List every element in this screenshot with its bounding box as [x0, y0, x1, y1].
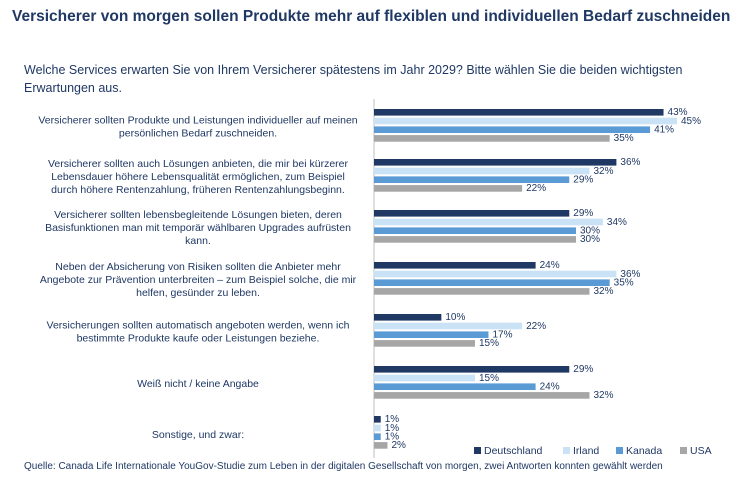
data-label: 1% [385, 414, 400, 425]
legend-swatch-irland [563, 447, 570, 454]
data-label: 32% [593, 166, 613, 177]
data-label: 35% [614, 278, 634, 289]
chart-subtitle: Welche Services erwarten Sie von Ihrem V… [24, 63, 683, 95]
data-label: 2% [391, 440, 406, 451]
bar-irland [374, 424, 381, 432]
category-label: Versicherer sollten auch Lösungen anbiet… [48, 158, 349, 196]
category-label: Neben der Absicherung von Risiken sollte… [40, 261, 357, 299]
bar-irland [374, 218, 603, 226]
bar-usa [374, 185, 523, 192]
data-label: 43% [668, 107, 688, 118]
bar-kanada [374, 176, 570, 183]
bar-kanada [374, 331, 489, 338]
bar-irland [374, 374, 475, 382]
bar-irland [374, 167, 590, 175]
legend-label-irland: Irland [573, 445, 599, 457]
category-label: Sonstige, und zwar: [152, 429, 244, 441]
chart-title: Versicherer von morgen sollen Produkte m… [12, 8, 731, 25]
bar-kanada [374, 126, 651, 133]
data-label: 24% [540, 382, 560, 393]
legend-label-deutschland: Deutschland [484, 445, 543, 457]
data-label: 29% [573, 175, 593, 186]
bar-usa [374, 340, 475, 347]
data-label: 29% [573, 208, 593, 219]
data-label: 36% [620, 157, 640, 168]
bar-irland [374, 270, 617, 278]
data-label: 30% [580, 226, 600, 237]
bar-deutschland [374, 210, 570, 217]
bar-usa [374, 392, 590, 399]
bar-irland [374, 322, 523, 330]
bar-usa [374, 442, 388, 449]
category-label: Versicherer sollten Produkte und Leistun… [38, 115, 357, 140]
legend-swatch-deutschland [474, 447, 481, 454]
data-label: 34% [607, 217, 627, 228]
legend-label-usa: USA [690, 445, 712, 457]
data-label: 22% [526, 321, 546, 332]
data-label: 32% [593, 390, 613, 401]
bar-usa [374, 288, 590, 295]
data-label: 24% [540, 260, 560, 271]
bar-deutschland [374, 262, 536, 269]
legend: Deutschland Irland Kanada USA [474, 445, 712, 457]
legend-swatch-kanada [616, 447, 623, 454]
data-label: 45% [681, 116, 701, 127]
data-label: 29% [573, 364, 593, 375]
data-label: 35% [614, 133, 634, 144]
bar-deutschland [374, 366, 570, 373]
legend-swatch-usa [680, 447, 687, 454]
bar-kanada [374, 279, 610, 286]
data-label: 36% [620, 269, 640, 280]
bar-usa [374, 236, 576, 243]
data-label: 1% [385, 432, 400, 443]
category-labels: Versicherer sollten Produkte und Leistun… [38, 115, 357, 442]
bar-deutschland [374, 109, 664, 116]
bar-deutschland [374, 314, 442, 321]
data-label: 17% [492, 330, 512, 341]
source-footnote: Quelle: Canada Life Internationale YouGo… [24, 461, 663, 472]
data-label: 41% [654, 125, 674, 136]
data-label: 22% [526, 183, 546, 194]
data-label: 10% [445, 312, 465, 323]
bar-usa [374, 135, 610, 142]
category-label: Weiß nicht / keine Angabe [137, 378, 259, 390]
category-label: Versicherungen sollten automatisch angeb… [47, 320, 350, 345]
data-label: 30% [580, 234, 600, 245]
bar-irland [374, 117, 677, 125]
bars: 43%45%41%35%36%32%29%22%29%34%30%30%24%3… [374, 107, 701, 451]
data-label: 15% [479, 373, 499, 384]
legend-label-kanada: Kanada [626, 445, 662, 457]
bar-deutschland [374, 416, 381, 423]
data-label: 32% [593, 286, 613, 297]
bar-kanada [374, 433, 381, 440]
category-label: Versicherer sollten lebensbegleitende Lö… [45, 209, 351, 247]
bar-deutschland [374, 159, 617, 166]
bar-kanada [374, 227, 576, 234]
data-label: 15% [479, 338, 499, 349]
bar-kanada [374, 383, 536, 390]
data-label: 1% [385, 423, 400, 434]
